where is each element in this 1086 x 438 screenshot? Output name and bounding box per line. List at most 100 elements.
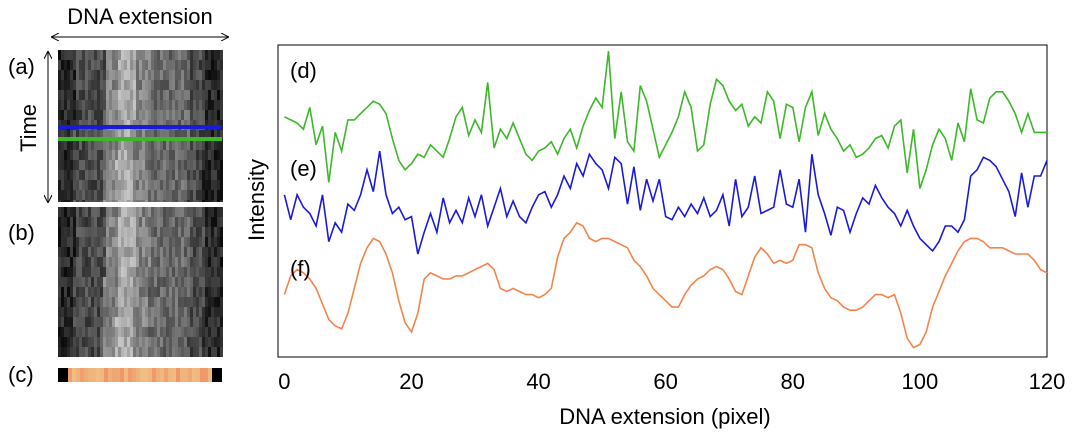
kymograph-pixel	[121, 200, 124, 202]
kymograph-pixel	[196, 170, 199, 180]
kymograph-pixel	[79, 257, 82, 267]
kymograph-pixel	[181, 180, 184, 190]
kymograph-pixel	[76, 257, 79, 267]
kymograph-pixel	[157, 100, 160, 110]
kymograph-pixel	[160, 160, 163, 170]
kymograph-pixel	[58, 150, 61, 160]
kymograph-pixel	[199, 327, 202, 337]
kymograph-pixel	[106, 140, 109, 150]
kymograph-pixel	[175, 337, 178, 347]
kymograph-pixel	[88, 207, 91, 217]
kymograph-pixel	[169, 337, 172, 347]
kymograph-pixel	[217, 247, 220, 257]
kymograph-pixel	[82, 247, 85, 257]
kymograph-pixel	[145, 257, 148, 267]
kymograph-pixel	[151, 307, 154, 317]
kymograph-pixel	[133, 170, 136, 180]
kymograph-pixel	[133, 150, 136, 160]
kymograph-pixel	[109, 317, 112, 327]
kymograph-pixel	[100, 337, 103, 347]
profile-bar-pixel	[92, 368, 96, 382]
kymograph-pixel	[106, 160, 109, 170]
kymograph-pixel	[112, 217, 115, 227]
kymograph-pixel	[115, 237, 118, 247]
kymograph-pixel	[187, 50, 190, 60]
kymograph-pixel	[130, 317, 133, 327]
kymograph-pixel	[187, 347, 190, 357]
kymograph-pixel	[79, 217, 82, 227]
kymograph-pixel	[136, 160, 139, 170]
kymograph-pixel	[139, 317, 142, 327]
kymograph-pixel	[163, 347, 166, 357]
kymograph-pixel	[118, 257, 121, 267]
kymograph-pixel	[184, 347, 187, 357]
kymograph-pixel	[139, 327, 142, 337]
kymograph-pixel	[70, 110, 73, 120]
kymograph-pixel	[190, 257, 193, 267]
kymograph-pixel	[202, 60, 205, 70]
kymograph-pixel	[211, 207, 214, 217]
kymograph-pixel	[196, 100, 199, 110]
kymograph-pixel	[175, 247, 178, 257]
kymograph-pixel	[67, 170, 70, 180]
kymograph-pixel	[64, 267, 67, 277]
kymograph-pixel	[208, 130, 211, 140]
kymograph-pixel	[220, 50, 223, 60]
kymograph-pixel	[160, 110, 163, 120]
kymograph-pixel	[196, 60, 199, 70]
kymograph-pixel	[112, 237, 115, 247]
kymograph-pixel	[145, 90, 148, 100]
kymograph-pixel	[166, 70, 169, 80]
kymograph-pixel	[79, 297, 82, 307]
profile-bar-pixel	[136, 368, 140, 382]
kymograph-pixel	[58, 257, 61, 267]
kymograph-pixel	[121, 287, 124, 297]
kymograph-pixel	[193, 277, 196, 287]
kymograph-pixel	[76, 150, 79, 160]
kymograph-pixel	[133, 327, 136, 337]
kymograph-pixel	[79, 317, 82, 327]
kymograph-pixel	[76, 100, 79, 110]
kymograph-pixel	[160, 227, 163, 237]
kymograph-pixel	[76, 317, 79, 327]
time-label: Time	[16, 104, 41, 152]
kymograph-pixel	[73, 190, 76, 200]
kymograph-pixel	[217, 110, 220, 120]
kymograph-pixel	[85, 180, 88, 190]
kymograph-pixel	[145, 150, 148, 160]
kymograph-pixel	[193, 297, 196, 307]
kymograph-pixel	[199, 217, 202, 227]
kymograph-pixel	[79, 337, 82, 347]
kymograph-pixel	[151, 140, 154, 150]
kymograph-pixel	[154, 110, 157, 120]
kymograph-pixel	[136, 227, 139, 237]
kymograph-pixel	[97, 170, 100, 180]
kymograph-pixel	[133, 317, 136, 327]
kymograph-pixel	[187, 287, 190, 297]
kymograph-pixel	[181, 227, 184, 237]
kymograph-pixel	[199, 50, 202, 60]
kymograph-pixel	[76, 347, 79, 357]
kymograph-pixel	[97, 347, 100, 357]
kymograph-pixel	[169, 130, 172, 140]
kymograph-pixel	[118, 50, 121, 60]
line-series	[284, 51, 1047, 189]
kymograph-pixel	[154, 277, 157, 287]
kymograph-pixel	[157, 297, 160, 307]
kymograph-pixel	[94, 347, 97, 357]
kymograph-pixel	[94, 140, 97, 150]
kymograph-pixel	[115, 207, 118, 217]
kymograph-pixel	[67, 227, 70, 237]
kymograph-pixel	[136, 217, 139, 227]
kymograph-pixel	[88, 60, 91, 70]
kymograph-pixel	[175, 307, 178, 317]
kymograph-pixel	[217, 90, 220, 100]
kymograph-pixel	[85, 190, 88, 200]
kymograph-pixel	[73, 267, 76, 277]
kymograph-pixel	[181, 327, 184, 337]
kymograph-pixel	[58, 160, 61, 170]
kymograph-pixel	[61, 277, 64, 287]
kymograph-pixel	[100, 217, 103, 227]
kymograph-pixel	[109, 200, 112, 202]
profile-bar-pixel	[184, 368, 188, 382]
